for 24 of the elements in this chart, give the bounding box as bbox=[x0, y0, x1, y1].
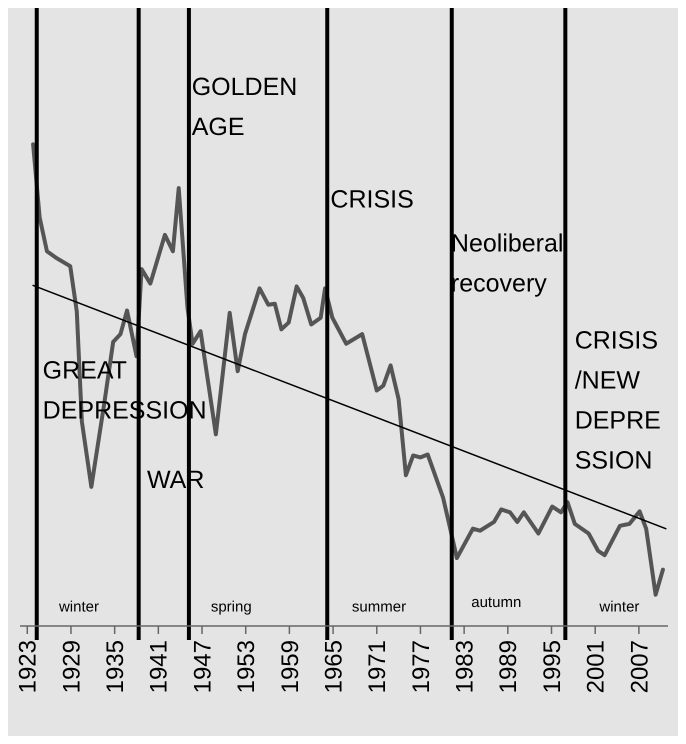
x-tick-label: 2007 bbox=[626, 640, 654, 694]
annotation: autumn bbox=[471, 594, 522, 611]
annotation: winter bbox=[58, 598, 99, 616]
annotation: CRISIS bbox=[330, 186, 414, 214]
x-tick-label: 1923 bbox=[14, 640, 42, 694]
x-tick-label: 2001 bbox=[582, 640, 610, 694]
annotation: winter bbox=[598, 598, 640, 616]
x-tick-label: 1989 bbox=[495, 640, 522, 694]
annotation: spring bbox=[210, 598, 252, 616]
text: GOLDEN AGE bbox=[192, 72, 298, 141]
x-tick-label: 1965 bbox=[320, 640, 348, 694]
annotation: CRISIS /NEW DEPRE SSION bbox=[574, 326, 661, 475]
x-tick-label: 1977 bbox=[408, 640, 435, 694]
annotation: summer bbox=[352, 598, 406, 616]
x-tick-label: 1941 bbox=[146, 640, 173, 694]
x-tick-label: 1959 bbox=[276, 640, 304, 694]
x-tick-label: 1929 bbox=[58, 640, 86, 694]
x-tick-label: 1983 bbox=[452, 640, 479, 694]
x-tick-label: 1995 bbox=[538, 640, 566, 694]
x-tick-label: 1953 bbox=[233, 640, 260, 694]
annotation: Neoliberal recovery bbox=[450, 229, 564, 298]
x-tick-label: 1935 bbox=[102, 640, 130, 694]
x-tick-label: 1971 bbox=[364, 640, 392, 694]
x-tick-label: 1947 bbox=[189, 640, 216, 694]
